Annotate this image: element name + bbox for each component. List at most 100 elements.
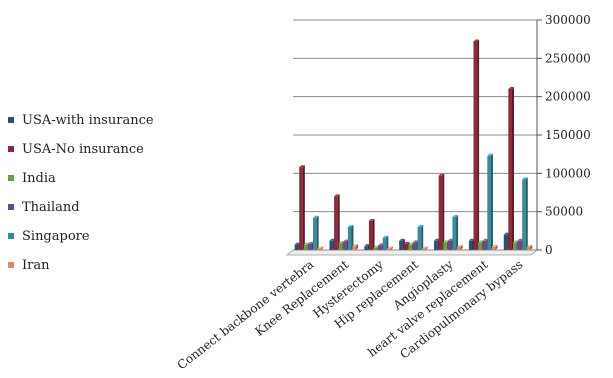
- bar-side: [302, 165, 305, 250]
- bar-top: [503, 232, 510, 235]
- legend-label: Iran: [22, 258, 50, 273]
- legend-swatch: [8, 204, 14, 210]
- bar: [329, 240, 334, 250]
- bar-side: [442, 173, 445, 250]
- bar: [373, 247, 378, 250]
- bar: [408, 244, 412, 250]
- bar: [473, 41, 478, 250]
- bar-side: [456, 215, 459, 250]
- bar: [491, 246, 496, 250]
- bar-top: [422, 246, 428, 249]
- bar-side: [530, 244, 533, 250]
- bar: [517, 240, 522, 250]
- bar: [487, 155, 491, 250]
- legend-swatch: [8, 262, 14, 268]
- bar: [334, 196, 338, 250]
- bar-top: [399, 238, 405, 241]
- y-tick-label: 150000: [545, 128, 591, 142]
- bar-top: [517, 238, 524, 241]
- bar: [382, 237, 387, 250]
- bar: [457, 246, 461, 250]
- bar-top: [334, 194, 340, 197]
- axis-layer: 0 50000 100000 150000 200000 250000 300000 Conn…: [175, 13, 591, 372]
- bar-top: [308, 241, 315, 244]
- legend: USA-with insurance USA-No insurance India T…: [8, 113, 154, 273]
- bar: [299, 167, 303, 250]
- bar: [303, 244, 308, 250]
- bar-side: [490, 153, 493, 250]
- bar: [526, 246, 531, 250]
- bar-top: [364, 244, 370, 247]
- y-tick-label: 250000: [545, 51, 591, 65]
- legend-swatch: [8, 146, 14, 152]
- bar: [522, 179, 526, 250]
- bar-side: [316, 215, 319, 250]
- bar-side: [477, 39, 480, 250]
- bar: [364, 246, 368, 250]
- bar: [387, 248, 391, 250]
- bar-top: [313, 215, 319, 218]
- bar: [512, 242, 517, 250]
- grid-layer: [285, 19, 539, 256]
- y-tick-label: 200000: [545, 90, 591, 104]
- bar-top: [526, 244, 533, 247]
- bar: [308, 243, 313, 250]
- bar-top: [438, 173, 445, 176]
- bar-top: [303, 242, 310, 245]
- bar-top: [482, 238, 489, 241]
- bar: [478, 242, 482, 250]
- bar: [399, 240, 403, 250]
- bar: [508, 89, 512, 250]
- legend-swatch: [8, 117, 14, 123]
- legend-label: Singapore: [22, 229, 90, 244]
- bar: [422, 248, 426, 250]
- bar: [317, 248, 322, 250]
- bar-top: [491, 244, 498, 247]
- bar-side: [356, 244, 359, 250]
- bar-top: [417, 225, 424, 227]
- legend-swatch: [8, 175, 14, 181]
- bar-top: [443, 240, 449, 243]
- bar: [352, 246, 357, 250]
- bar-side: [390, 246, 393, 250]
- legend-label: USA-No insurance: [22, 142, 144, 157]
- bar-top: [473, 39, 480, 42]
- bar-top: [512, 240, 519, 243]
- bar-top: [487, 153, 493, 156]
- bar: [413, 242, 417, 250]
- bar: [403, 243, 408, 250]
- bar-top: [299, 165, 305, 168]
- bar-side: [425, 246, 428, 250]
- bar-layer: [294, 39, 533, 250]
- bar-top: [478, 240, 484, 243]
- bar: [313, 217, 317, 250]
- bar: [343, 241, 347, 250]
- bar-top: [468, 238, 475, 241]
- legend-label: Thailand: [22, 200, 80, 215]
- bar: [468, 240, 473, 250]
- bar: [482, 240, 487, 250]
- bar-side: [525, 177, 528, 250]
- bar: [378, 245, 382, 250]
- bar: [347, 227, 352, 250]
- bar-top: [434, 238, 440, 241]
- bar: [338, 243, 343, 250]
- bar-top: [387, 246, 393, 249]
- legend-label: India: [22, 171, 56, 186]
- bar-side: [321, 246, 324, 250]
- y-tick-label: 50000: [545, 205, 583, 219]
- bar: [417, 227, 422, 250]
- bar-top: [294, 242, 301, 245]
- bar: [503, 234, 508, 250]
- bar-top: [343, 239, 349, 242]
- bar-top: [373, 245, 380, 248]
- bar-side: [386, 235, 389, 250]
- bar-top: [408, 242, 414, 245]
- bar: [452, 217, 457, 250]
- bar-top: [352, 244, 359, 247]
- bar: [294, 244, 299, 250]
- legend-swatch: [8, 233, 14, 239]
- y-tick-label: 100000: [545, 166, 591, 180]
